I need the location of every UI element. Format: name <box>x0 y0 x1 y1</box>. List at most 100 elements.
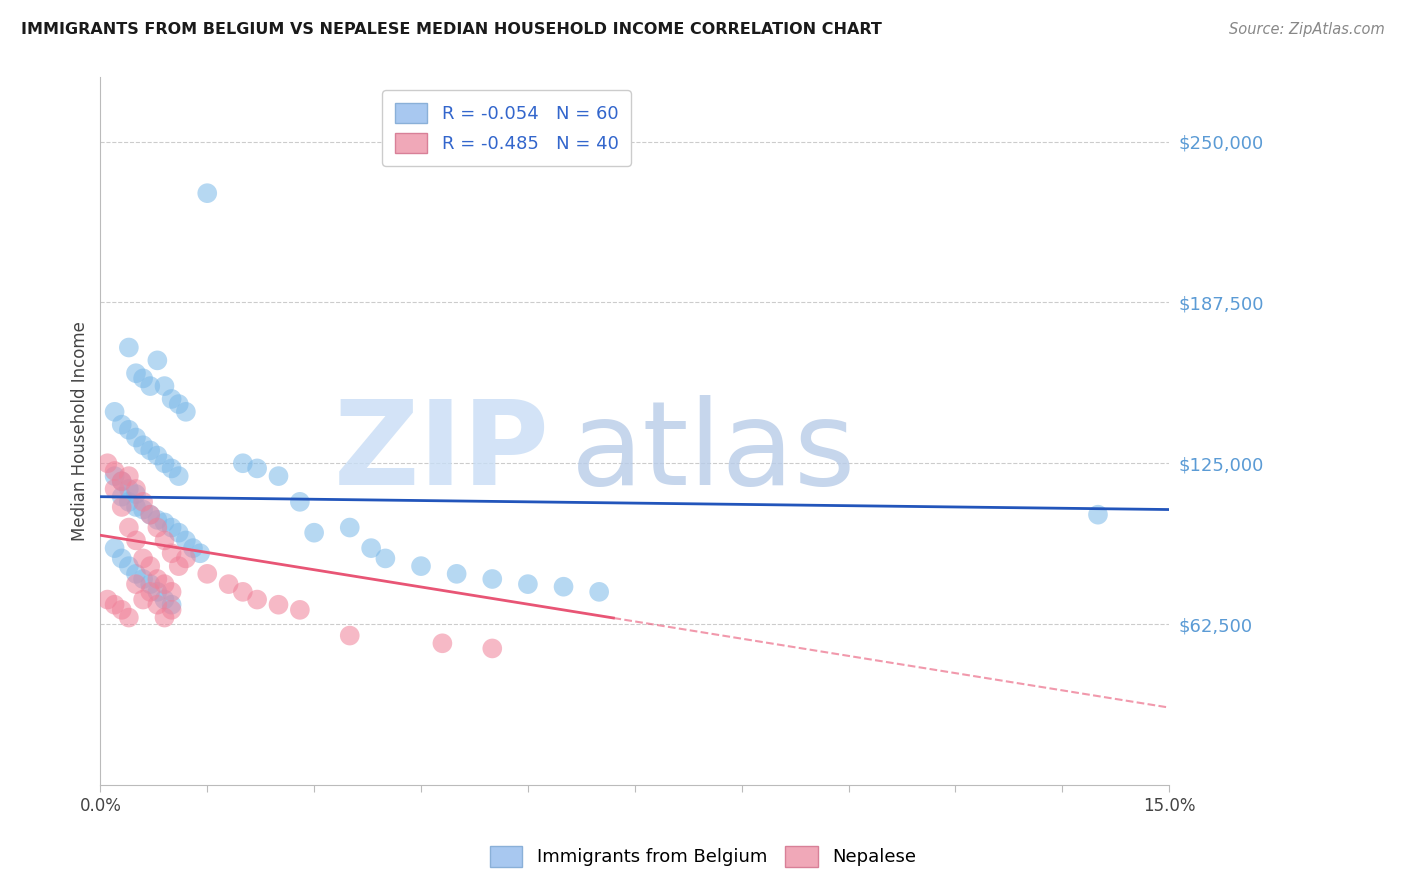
Point <box>267 469 290 483</box>
Point <box>153 456 176 470</box>
Point <box>104 482 127 496</box>
Point <box>446 566 468 581</box>
Point <box>553 580 575 594</box>
Point <box>118 610 141 624</box>
Point <box>146 353 169 368</box>
Point <box>146 572 169 586</box>
Point <box>111 551 134 566</box>
Point <box>118 495 141 509</box>
Point <box>153 533 176 548</box>
Point <box>139 508 162 522</box>
Point <box>125 366 148 380</box>
Point <box>104 598 127 612</box>
Legend: Immigrants from Belgium, Nepalese: Immigrants from Belgium, Nepalese <box>481 837 925 876</box>
Point <box>139 508 162 522</box>
Point <box>160 461 183 475</box>
Point <box>132 572 155 586</box>
Point <box>409 559 432 574</box>
Point <box>153 577 176 591</box>
Point <box>139 443 162 458</box>
Point <box>132 371 155 385</box>
Point <box>125 487 148 501</box>
Point <box>339 520 361 534</box>
Point <box>111 490 134 504</box>
Point <box>160 598 183 612</box>
Point <box>267 598 290 612</box>
Point <box>132 502 155 516</box>
Point <box>118 520 141 534</box>
Point <box>167 525 190 540</box>
Point <box>139 559 162 574</box>
Point <box>153 610 176 624</box>
Point <box>104 405 127 419</box>
Point <box>118 482 141 496</box>
Point <box>153 592 176 607</box>
Point <box>96 456 118 470</box>
Point <box>104 541 127 555</box>
Point <box>96 592 118 607</box>
Point <box>125 566 148 581</box>
Point <box>139 585 162 599</box>
Point <box>146 598 169 612</box>
Point <box>246 461 269 475</box>
Point <box>432 636 454 650</box>
Y-axis label: Median Household Income: Median Household Income <box>72 321 89 541</box>
Point <box>111 603 134 617</box>
Point <box>132 551 155 566</box>
Legend: R = -0.054   N = 60, R = -0.485   N = 40: R = -0.054 N = 60, R = -0.485 N = 40 <box>382 90 631 166</box>
Point <box>516 577 538 591</box>
Point <box>218 577 240 591</box>
Text: IMMIGRANTS FROM BELGIUM VS NEPALESE MEDIAN HOUSEHOLD INCOME CORRELATION CHART: IMMIGRANTS FROM BELGIUM VS NEPALESE MEDI… <box>21 22 882 37</box>
Point <box>232 456 254 470</box>
Point <box>167 397 190 411</box>
Point <box>588 585 610 599</box>
Point <box>160 585 183 599</box>
Point <box>104 464 127 478</box>
Point <box>1087 508 1109 522</box>
Point <box>374 551 396 566</box>
Point <box>174 405 197 419</box>
Point <box>118 423 141 437</box>
Point <box>118 559 141 574</box>
Point <box>111 500 134 514</box>
Point <box>288 603 311 617</box>
Point <box>160 520 183 534</box>
Point <box>125 431 148 445</box>
Point <box>360 541 382 555</box>
Point <box>339 629 361 643</box>
Point <box>288 495 311 509</box>
Point <box>146 585 169 599</box>
Text: atlas: atlas <box>571 395 856 510</box>
Point <box>188 546 211 560</box>
Point <box>146 520 169 534</box>
Point <box>174 551 197 566</box>
Point <box>118 341 141 355</box>
Point <box>160 392 183 406</box>
Point <box>118 469 141 483</box>
Point <box>195 566 218 581</box>
Text: ZIP: ZIP <box>333 395 550 510</box>
Point <box>104 469 127 483</box>
Point <box>167 559 190 574</box>
Point <box>153 379 176 393</box>
Point <box>111 475 134 489</box>
Point <box>125 577 148 591</box>
Point <box>139 577 162 591</box>
Point <box>195 186 218 201</box>
Point <box>125 482 148 496</box>
Point <box>146 513 169 527</box>
Point <box>174 533 197 548</box>
Point <box>481 641 503 656</box>
Point <box>246 592 269 607</box>
Point <box>160 603 183 617</box>
Point <box>146 449 169 463</box>
Point <box>302 525 325 540</box>
Point <box>153 516 176 530</box>
Point <box>111 475 134 489</box>
Point <box>132 495 155 509</box>
Point <box>232 585 254 599</box>
Point <box>167 469 190 483</box>
Point <box>125 533 148 548</box>
Point <box>181 541 204 555</box>
Text: Source: ZipAtlas.com: Source: ZipAtlas.com <box>1229 22 1385 37</box>
